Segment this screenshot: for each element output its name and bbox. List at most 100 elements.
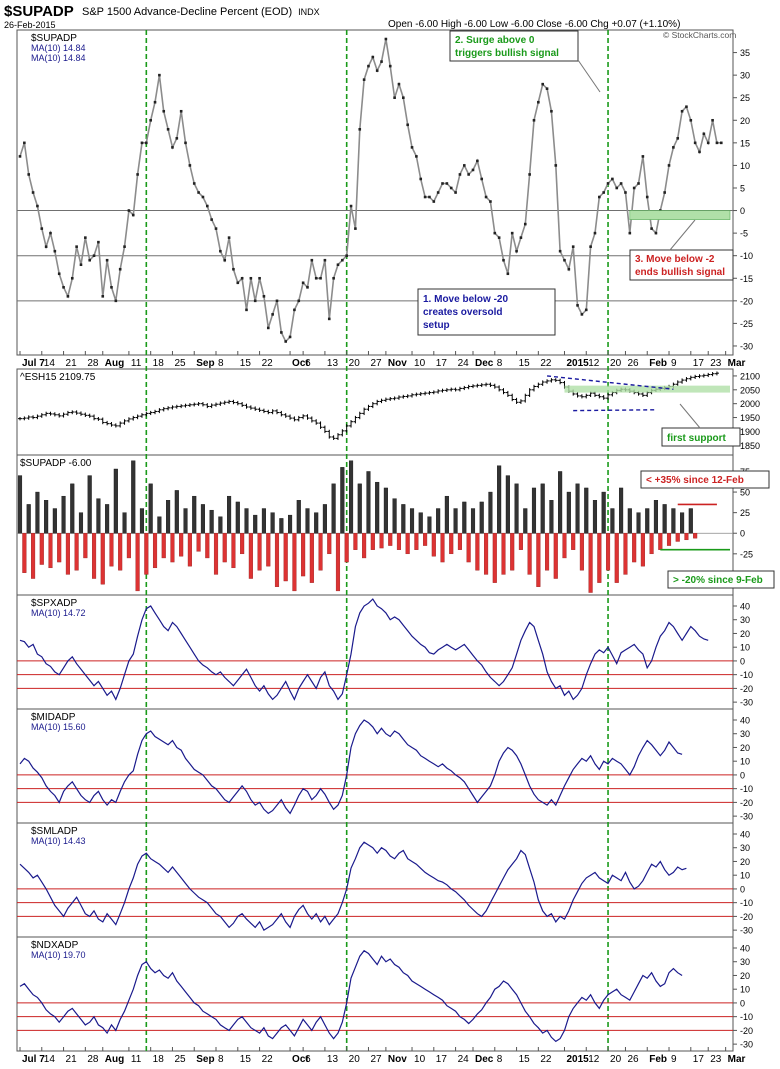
adp-bar <box>100 533 105 585</box>
adp-bar <box>335 533 341 592</box>
esh-bar <box>340 429 345 437</box>
supadp-point <box>449 186 453 190</box>
adp-bar <box>48 533 53 569</box>
supadp-point <box>528 173 531 176</box>
adp-bar <box>466 533 471 563</box>
esh-bar <box>126 417 131 423</box>
supadp-point <box>293 308 296 312</box>
supadp-point <box>567 267 571 271</box>
supadp-point <box>571 245 575 248</box>
exchange-text: INDX <box>298 7 320 17</box>
supadp-point <box>641 155 645 158</box>
supadp-point <box>18 155 22 158</box>
panel-frame-ndx <box>16 936 734 1052</box>
supadp-point <box>428 195 431 199</box>
supadp-point <box>184 141 187 145</box>
supadp-point <box>210 218 213 221</box>
ytick-label-ndx-2: 20 <box>740 971 750 981</box>
esh-bar <box>279 410 284 417</box>
xtick-label-bottom-7: 25 <box>174 1054 186 1065</box>
esh-bar <box>606 393 611 400</box>
supadp-point <box>476 159 479 163</box>
ohlc-readout: Open -6.00 High -6.00 Low -6.00 Close -6… <box>388 19 680 30</box>
adp-bar <box>688 508 693 534</box>
adp-bar <box>179 533 184 557</box>
annotation-first-support: first support <box>661 403 741 447</box>
esh-bar <box>318 421 323 429</box>
adp-bar <box>562 533 567 559</box>
supadp-point <box>406 123 409 127</box>
supadp-point <box>580 313 584 316</box>
supadp-point <box>541 82 544 86</box>
esh-bar <box>257 407 262 412</box>
esh-bar <box>449 387 454 392</box>
supadp-point <box>341 258 344 262</box>
esh-bar <box>92 414 97 421</box>
esh-bar <box>701 373 706 378</box>
adp-bar <box>488 491 493 534</box>
supadp-point <box>214 227 218 230</box>
annotation-oversold-line3: setup <box>423 320 450 331</box>
adp-bar <box>318 533 323 571</box>
esh-bar <box>200 402 205 407</box>
esh-legend: ^ESH15 2109.75 <box>20 372 96 383</box>
supadp-point <box>558 249 562 253</box>
adp-bar <box>418 512 423 534</box>
adp-bar <box>183 508 188 534</box>
supadp-point <box>188 164 192 167</box>
xtick-label-bottom-24: 22 <box>540 1054 552 1065</box>
ytick-label-sml-4: 0 <box>740 884 745 894</box>
supadp-point <box>327 317 331 321</box>
ytick-label-esh-2: 2000 <box>740 399 760 409</box>
supadp-point <box>258 276 261 280</box>
esh-bar <box>113 423 118 428</box>
supadp-point <box>223 258 227 262</box>
annotation-surge-line1: 2. Surge above 0 <box>455 35 535 46</box>
esh-bar <box>484 382 489 387</box>
esh-bar <box>96 416 101 421</box>
supadp-point <box>606 182 610 185</box>
esh-bar <box>344 424 349 433</box>
adp-bar <box>536 533 541 587</box>
adp-bar <box>35 491 40 534</box>
ytick-label-mid-6: -20 <box>740 798 753 808</box>
ytick-label-sml-0: 40 <box>740 829 750 839</box>
xtick-label-bottom-26: 12 <box>588 1054 600 1065</box>
adp-bar <box>305 508 310 534</box>
esh-bar <box>196 402 201 406</box>
xtick-label-bottom-20: 24 <box>458 1054 470 1065</box>
esh-bar <box>170 405 175 410</box>
adp-bar <box>209 509 214 534</box>
xtick-label-bottom-18: 10 <box>414 1054 426 1065</box>
supadp-point <box>523 222 527 226</box>
supadp-point <box>611 177 614 181</box>
ytick-label-supadp-12: -25 <box>740 319 753 329</box>
esh-bar <box>322 425 327 434</box>
adp-bar <box>514 483 519 534</box>
adp-bar <box>118 533 123 571</box>
adp-bar <box>658 533 663 550</box>
xtick-label-bottom-9: 8 <box>218 1054 224 1065</box>
supadp-point <box>92 254 96 257</box>
supadp-point <box>680 109 684 113</box>
adp-bar <box>431 533 436 557</box>
supadp-point <box>563 258 566 262</box>
ytick-label-supadp-6: 5 <box>740 183 745 193</box>
adp-bar <box>484 533 489 575</box>
adp-bar <box>579 533 584 571</box>
xtick-label-top-33: Mar <box>728 358 746 369</box>
adp-bar <box>662 504 667 534</box>
ytick-label-mid-5: -10 <box>740 784 753 794</box>
esh-bar <box>144 411 149 417</box>
supadp-point <box>166 128 170 131</box>
adp-bar <box>83 533 88 559</box>
supadp-point <box>192 182 196 185</box>
esh-bar <box>688 375 693 381</box>
esh-bar <box>166 406 171 411</box>
adp-bar <box>174 490 179 534</box>
adp-bar <box>231 533 236 569</box>
adp-bar <box>401 504 406 534</box>
supadp-point <box>388 64 392 68</box>
ytick-label-mid-1: 30 <box>740 729 750 739</box>
ytick-label-spx-6: -20 <box>740 684 753 694</box>
